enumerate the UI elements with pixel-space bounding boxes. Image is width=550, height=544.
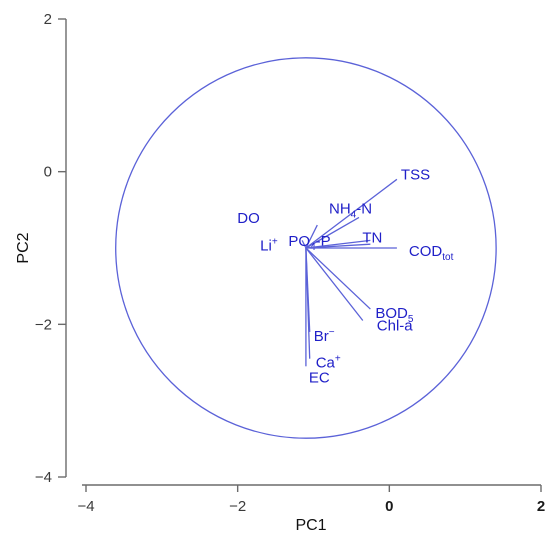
loading-label-superscript: + (335, 354, 341, 365)
loading-label-ec: EC (309, 369, 330, 386)
loading-label-text: Ca (316, 355, 336, 372)
loading-label-superscript: − (329, 327, 335, 338)
loading-vector-li (301, 240, 307, 249)
loading-label-br: Br− (314, 327, 335, 345)
loading-label-po4-p: PO4-P (288, 233, 330, 253)
loading-vector-tss (305, 178, 398, 249)
loading-label-superscript: + (272, 236, 278, 247)
loading-label-text: TN (362, 229, 382, 246)
loading-label-ca: Ca+ (316, 354, 341, 372)
correlation-circle (115, 57, 497, 439)
x-tick-label: 0 (385, 498, 393, 515)
loading-vector-do (305, 224, 318, 249)
loading-label-subscript: 5 (408, 314, 414, 325)
loading-label-tail: -N (356, 200, 372, 217)
loading-label-li: Li+ (260, 236, 278, 254)
y-tick-label: −2 (35, 316, 52, 333)
loading-vector-bod5 (305, 247, 371, 310)
loading-label-text: PO (288, 233, 310, 250)
x-axis-title: PC1 (295, 517, 326, 534)
loading-label-text: TSS (401, 166, 430, 183)
loading-label-text: Chl-a (377, 318, 414, 335)
loading-label-text: BOD (375, 305, 408, 322)
y-tick-label: 0 (44, 164, 52, 181)
y-tick-label: −4 (35, 469, 52, 486)
loading-label-text: DO (237, 210, 260, 227)
loading-vector-nh4-n (305, 216, 360, 249)
loading-label-text: NH (329, 200, 351, 217)
loading-label-subscript: tot (442, 252, 453, 263)
loading-label-tss: TSS (401, 166, 430, 183)
loading-label-nh4-n: NH4-N (329, 200, 372, 220)
loading-label-do: DO (237, 210, 260, 227)
loading-label-text: Br (314, 328, 329, 345)
loading-label-codtot: CODtot (409, 243, 454, 263)
loading-label-text: Li (260, 237, 272, 254)
loading-vector-tn (305, 239, 371, 249)
loading-label-text: COD (409, 243, 443, 260)
y-tick-label: 2 (44, 11, 52, 28)
loading-vector-chl-a (305, 247, 364, 321)
x-tick-label: −2 (229, 498, 246, 515)
y-axis-title: PC2 (15, 232, 32, 263)
x-tick-label: 2 (537, 498, 545, 515)
x-tick-label: −4 (77, 498, 94, 515)
loading-label-text: EC (309, 369, 330, 386)
loading-label-subscript: 4 (351, 209, 357, 220)
loading-label-bod5: BOD5 (375, 305, 414, 325)
loading-label-tn: TN (362, 229, 382, 246)
loading-label-chl-a: Chl-a (377, 318, 414, 335)
